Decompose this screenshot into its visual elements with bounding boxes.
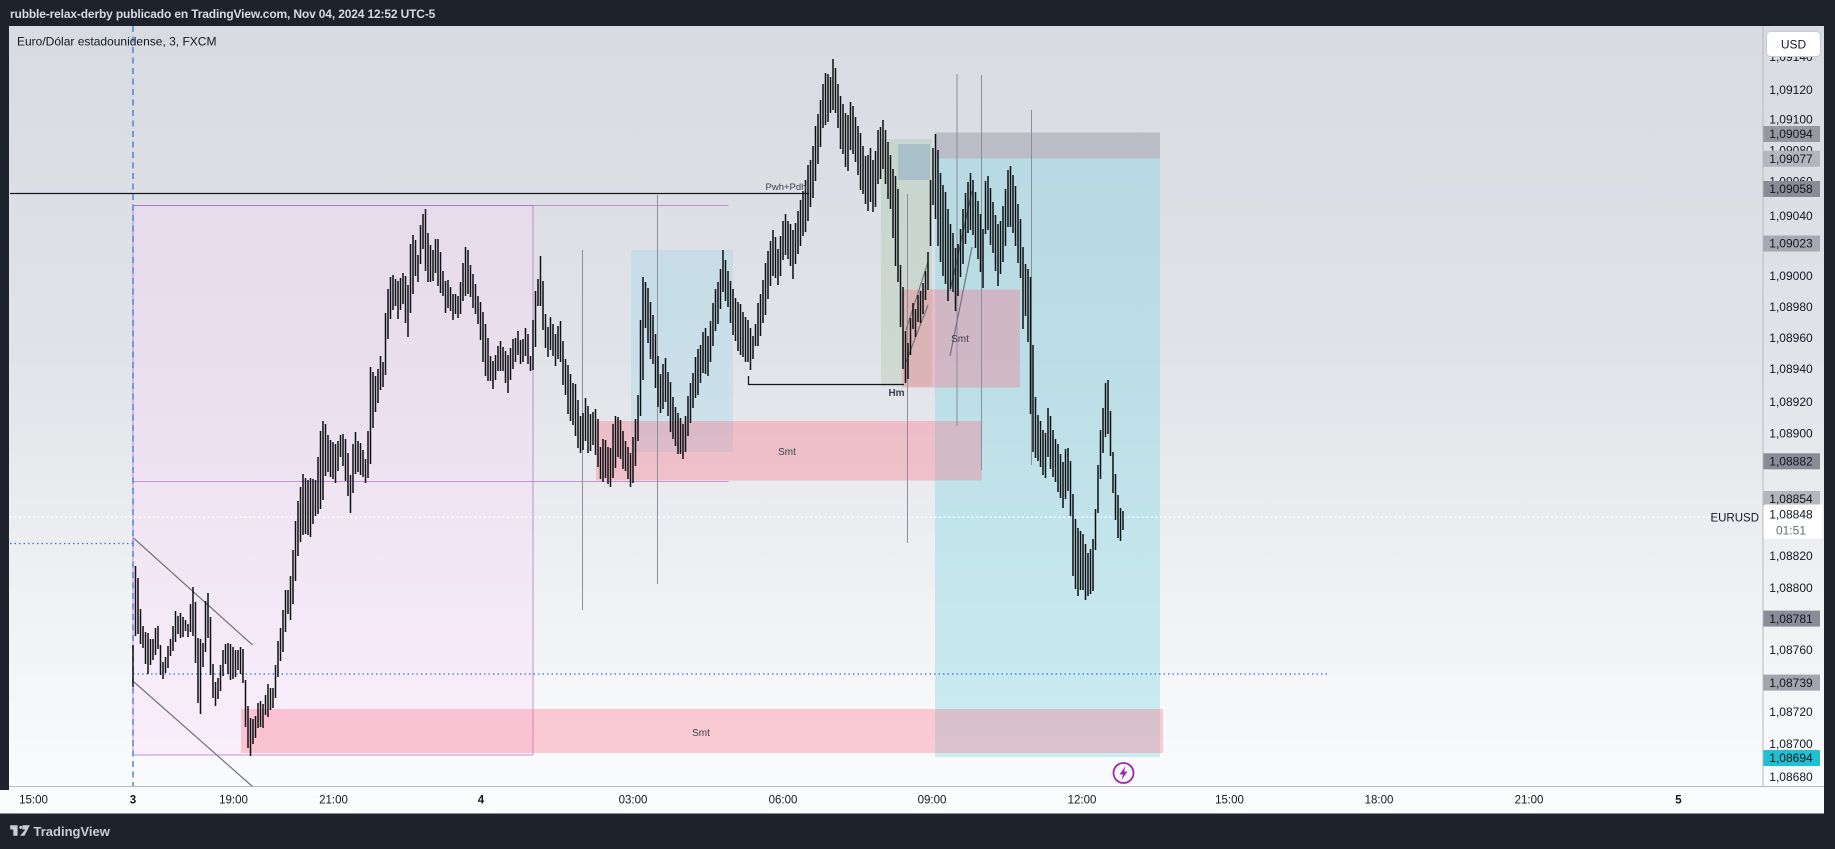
svg-text:Smt: Smt <box>778 447 796 458</box>
svg-text:1,08760: 1,08760 <box>1769 643 1813 657</box>
svg-text:1,09120: 1,09120 <box>1769 83 1813 97</box>
svg-text:21:00: 21:00 <box>319 795 348 807</box>
svg-text:EURUSD: EURUSD <box>1710 513 1759 525</box>
svg-text:5: 5 <box>1675 795 1682 807</box>
svg-text:1,08920: 1,08920 <box>1769 395 1813 409</box>
svg-text:1,08700: 1,08700 <box>1769 737 1813 751</box>
svg-text:4: 4 <box>478 795 485 807</box>
svg-text:1,08980: 1,08980 <box>1769 300 1813 314</box>
svg-text:USD: USD <box>1781 38 1807 52</box>
svg-text:1,09000: 1,09000 <box>1769 269 1813 283</box>
svg-text:1,09040: 1,09040 <box>1769 209 1813 223</box>
svg-text:18:00: 18:00 <box>1365 795 1394 807</box>
svg-text:Smt: Smt <box>951 334 969 345</box>
svg-text:1,08720: 1,08720 <box>1769 705 1813 719</box>
svg-text:Hm: Hm <box>888 388 904 399</box>
svg-text:1,08739: 1,08739 <box>1769 676 1813 690</box>
svg-text:1,08900: 1,08900 <box>1769 427 1813 441</box>
svg-text:1,09023: 1,09023 <box>1769 237 1813 251</box>
svg-text:15:00: 15:00 <box>19 795 48 807</box>
svg-text:1,08694: 1,08694 <box>1769 751 1813 765</box>
svg-text:1,09100: 1,09100 <box>1769 113 1813 127</box>
svg-text:Smt: Smt <box>692 728 710 739</box>
svg-text:1,08940: 1,08940 <box>1769 362 1813 376</box>
svg-text:1,08848: 1,08848 <box>1769 508 1813 522</box>
svg-text:1,08820: 1,08820 <box>1769 549 1813 563</box>
svg-text:19:00: 19:00 <box>219 795 248 807</box>
svg-text:Euro/Dólar estadounidense, 3,: Euro/Dólar estadounidense, 3, FXCM <box>17 35 216 49</box>
svg-text:3: 3 <box>130 795 136 807</box>
svg-text:TradingView: TradingView <box>34 824 111 839</box>
svg-text:1,08680: 1,08680 <box>1769 770 1813 784</box>
svg-text:15:00: 15:00 <box>1215 795 1244 807</box>
svg-text:12:00: 12:00 <box>1068 795 1097 807</box>
svg-text:1,08960: 1,08960 <box>1769 331 1813 345</box>
svg-text:Pwh+Pdh: Pwh+Pdh <box>766 182 807 193</box>
svg-text:1,09077: 1,09077 <box>1769 152 1813 166</box>
svg-text:1,09058: 1,09058 <box>1769 182 1813 196</box>
svg-text:01:51: 01:51 <box>1776 524 1806 538</box>
svg-text:06:00: 06:00 <box>769 795 798 807</box>
svg-text:21:00: 21:00 <box>1515 795 1544 807</box>
svg-text:09:00: 09:00 <box>918 795 947 807</box>
svg-text:rubble-relax-derby publicado e: rubble-relax-derby publicado en TradingV… <box>10 7 436 21</box>
svg-text:1,08854: 1,08854 <box>1769 492 1813 506</box>
svg-text:1,08882: 1,08882 <box>1769 455 1813 469</box>
svg-text:1,08781: 1,08781 <box>1769 612 1813 626</box>
svg-text:03:00: 03:00 <box>619 795 648 807</box>
svg-text:1,08800: 1,08800 <box>1769 581 1813 595</box>
svg-text:1,09094: 1,09094 <box>1769 127 1813 141</box>
